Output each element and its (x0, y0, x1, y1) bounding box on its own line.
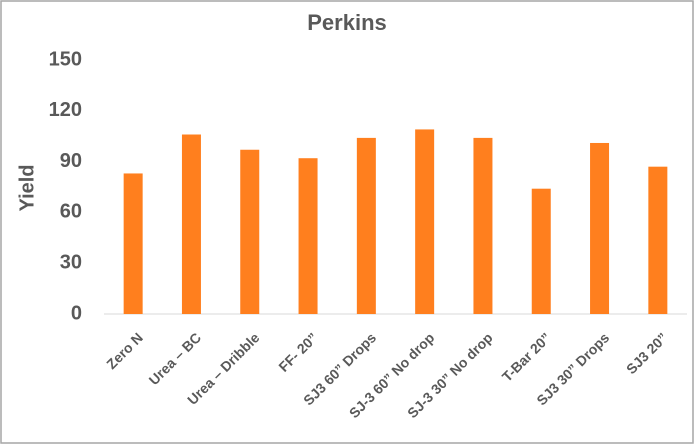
chart-title: Perkins (307, 10, 387, 35)
bar (298, 158, 318, 314)
bar (531, 188, 551, 314)
bar (181, 134, 201, 314)
y-tick-label: 120 (49, 99, 82, 121)
y-axis-label: Yield (16, 164, 38, 211)
y-tick-label: 90 (60, 150, 82, 172)
y-tick-label: 0 (71, 302, 82, 324)
bar (240, 149, 260, 314)
y-tick-label: 150 (49, 48, 82, 70)
bar (356, 137, 376, 314)
y-tick-label: 60 (60, 201, 82, 223)
y-tick-label: 30 (60, 251, 82, 273)
bar (123, 173, 143, 314)
bar (415, 129, 435, 314)
bar (473, 137, 493, 314)
bar (590, 142, 610, 314)
bar (648, 166, 668, 314)
